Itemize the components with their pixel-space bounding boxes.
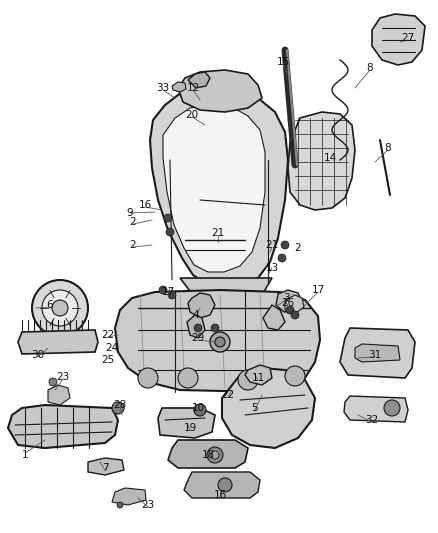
Text: 24: 24 — [106, 343, 119, 353]
Circle shape — [159, 286, 167, 294]
Circle shape — [211, 451, 219, 459]
Circle shape — [52, 300, 68, 316]
Circle shape — [168, 291, 176, 299]
Polygon shape — [263, 305, 285, 330]
Polygon shape — [18, 330, 98, 354]
Circle shape — [178, 368, 198, 388]
Circle shape — [138, 368, 158, 388]
Polygon shape — [285, 295, 304, 313]
Polygon shape — [48, 385, 70, 405]
Polygon shape — [276, 290, 302, 312]
Polygon shape — [288, 112, 355, 210]
Polygon shape — [340, 328, 415, 378]
Polygon shape — [222, 368, 315, 448]
Circle shape — [384, 400, 400, 416]
Text: 5: 5 — [252, 403, 258, 413]
Polygon shape — [112, 488, 146, 505]
Text: 27: 27 — [401, 33, 415, 43]
Circle shape — [218, 478, 232, 492]
Text: 13: 13 — [265, 263, 279, 273]
Polygon shape — [180, 278, 272, 308]
Polygon shape — [168, 440, 248, 468]
Circle shape — [49, 378, 57, 386]
Text: 30: 30 — [32, 350, 45, 360]
Text: 12: 12 — [187, 83, 200, 93]
Text: 16: 16 — [138, 200, 152, 210]
Text: 22: 22 — [221, 390, 235, 400]
Text: 6: 6 — [47, 300, 53, 310]
Text: 15: 15 — [276, 57, 290, 67]
Text: 2: 2 — [130, 217, 136, 227]
Text: 29: 29 — [191, 333, 205, 343]
Text: 22: 22 — [101, 330, 115, 340]
Polygon shape — [184, 472, 260, 498]
Text: 23: 23 — [141, 500, 155, 510]
Circle shape — [210, 332, 230, 352]
Circle shape — [278, 254, 286, 262]
Circle shape — [291, 311, 299, 319]
Polygon shape — [178, 70, 262, 112]
Text: 31: 31 — [368, 350, 381, 360]
Text: 28: 28 — [113, 400, 127, 410]
Text: 20: 20 — [185, 110, 198, 120]
Polygon shape — [187, 315, 205, 338]
Text: 33: 33 — [156, 83, 170, 93]
Circle shape — [194, 404, 206, 416]
Text: 11: 11 — [251, 373, 265, 383]
Circle shape — [286, 306, 294, 314]
Text: 7: 7 — [102, 463, 108, 473]
Text: 8: 8 — [367, 63, 373, 73]
Text: 4: 4 — [193, 310, 199, 320]
Text: 16: 16 — [213, 490, 226, 500]
Circle shape — [166, 228, 174, 236]
Polygon shape — [355, 344, 400, 362]
Text: 32: 32 — [365, 415, 378, 425]
Circle shape — [207, 447, 223, 463]
Polygon shape — [245, 365, 272, 385]
Polygon shape — [172, 82, 186, 92]
Polygon shape — [188, 293, 215, 318]
Text: 2: 2 — [295, 243, 301, 253]
Circle shape — [112, 402, 124, 414]
Text: 1: 1 — [22, 450, 28, 460]
Circle shape — [117, 502, 123, 508]
Text: 26: 26 — [281, 298, 295, 308]
Circle shape — [211, 324, 219, 332]
Text: 21: 21 — [212, 228, 225, 238]
Text: 14: 14 — [323, 153, 337, 163]
Text: 21: 21 — [265, 240, 279, 250]
Circle shape — [281, 241, 289, 249]
Text: 25: 25 — [101, 355, 115, 365]
Polygon shape — [158, 408, 215, 438]
Text: 10: 10 — [191, 403, 205, 413]
Circle shape — [32, 280, 88, 336]
Circle shape — [42, 290, 78, 326]
Text: 17: 17 — [311, 285, 325, 295]
Circle shape — [164, 214, 172, 222]
Polygon shape — [344, 396, 408, 422]
Text: 3: 3 — [283, 293, 290, 303]
Text: 8: 8 — [385, 143, 391, 153]
Text: 19: 19 — [184, 423, 197, 433]
Polygon shape — [163, 105, 265, 272]
Circle shape — [285, 366, 305, 386]
Text: 17: 17 — [161, 287, 175, 297]
Polygon shape — [8, 405, 118, 448]
Circle shape — [215, 337, 225, 347]
Text: 23: 23 — [57, 372, 70, 382]
Text: 18: 18 — [201, 450, 215, 460]
Text: 9: 9 — [127, 208, 133, 218]
Text: 2: 2 — [130, 240, 136, 250]
Polygon shape — [150, 88, 288, 288]
Polygon shape — [88, 458, 124, 475]
Polygon shape — [115, 290, 320, 392]
Circle shape — [194, 324, 202, 332]
Polygon shape — [188, 72, 210, 88]
Circle shape — [238, 370, 258, 390]
Polygon shape — [372, 14, 425, 65]
